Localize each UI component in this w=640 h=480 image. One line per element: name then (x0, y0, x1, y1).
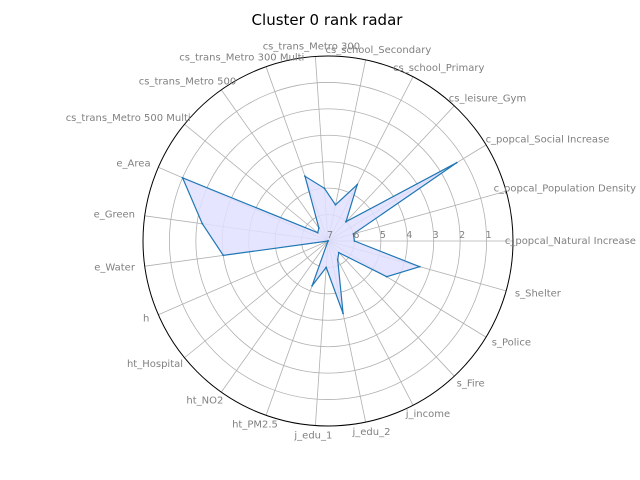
grid-spoke (220, 89, 329, 242)
data-point-10 (181, 176, 184, 179)
category-label-14: ht_Hospital (127, 359, 183, 370)
data-point-1 (352, 233, 355, 235)
chart-title: Cluster 0 rank radar (252, 11, 404, 29)
tick-label-5: 5 (380, 230, 386, 241)
tick-label-1: 1 (486, 230, 492, 241)
data-point-3 (345, 220, 347, 223)
radial-tick-labels: 1 2 3 4 5 6 7 (327, 230, 492, 241)
series-line (181, 162, 458, 314)
category-label-16: ht_PM2.5 (232, 420, 278, 431)
tick-label-7: 7 (327, 230, 333, 241)
grid-spoke (327, 240, 455, 377)
data-point-0 (353, 240, 356, 242)
data-point-21 (385, 275, 388, 278)
category-label-9: cs_trans_Metro 500 Multi (66, 113, 191, 124)
grid-spoke (327, 190, 507, 242)
category-label-3: cs_leisure_Gym (449, 94, 526, 105)
tick-label-4: 4 (406, 230, 412, 241)
data-point-6 (323, 187, 326, 190)
category-label-13: h (143, 314, 149, 325)
data-point-9 (316, 231, 319, 234)
radar-series (181, 161, 458, 315)
data-point-7 (304, 175, 306, 178)
category-labels: c_popcal_Natural Increase c_popcal_Popula… (66, 42, 636, 442)
grid-spoke (184, 240, 329, 359)
category-label-5: cs_school_Secondary (326, 45, 432, 56)
data-point-11 (201, 222, 204, 225)
category-label-8: cs_trans_Metro 500 (139, 77, 236, 88)
data-point-2 (455, 161, 458, 164)
category-label-15: ht_NO2 (186, 395, 223, 406)
data-point-18 (342, 312, 344, 315)
grid-spoke (327, 240, 414, 406)
data-point-20 (337, 251, 340, 254)
category-label-18: j_edu_2 (352, 427, 391, 438)
category-label-21: s_Police (492, 337, 531, 348)
data-point-16 (311, 284, 313, 287)
category-label-12: e_Water (94, 263, 136, 274)
radar-grid (142, 55, 514, 427)
category-label-19: j_income (405, 409, 450, 420)
grid-spoke (158, 240, 329, 316)
grid-spoke (327, 105, 455, 242)
category-label-4: cs_school_Primary (393, 63, 484, 74)
grid-spoke (184, 123, 329, 242)
category-label-7: cs_trans_Metro 300 Multi (179, 52, 304, 63)
category-label-17: j_edu_1 (293, 431, 332, 442)
data-point-4 (356, 183, 359, 186)
grid-spoke (220, 240, 329, 393)
data-point-8 (318, 227, 320, 229)
polar-frame (142, 55, 514, 427)
data-point-12 (222, 254, 225, 257)
grid-spoke (314, 240, 329, 426)
data-point-15 (327, 240, 329, 242)
category-label-0: c_popcal_Natural Increase (505, 236, 636, 247)
data-point-5 (334, 203, 337, 206)
category-label-2: c_popcal_Social Increase (486, 135, 610, 146)
category-label-22: s_Shelter (515, 289, 562, 300)
category-label-6: cs_trans_Metro 300 (263, 42, 360, 53)
category-label-11: e_Green (94, 209, 135, 220)
tick-label-6: 6 (353, 230, 359, 241)
tick-label-2: 2 (459, 230, 465, 241)
data-point-17 (325, 266, 328, 269)
data-point-22 (418, 265, 421, 268)
tick-label-3: 3 (433, 230, 439, 241)
data-point-19 (336, 258, 339, 261)
category-label-1: c_popcal_Population Density (494, 183, 637, 194)
category-label-10: e_Area (116, 158, 150, 169)
category-label-20: s_Fire (457, 379, 485, 390)
